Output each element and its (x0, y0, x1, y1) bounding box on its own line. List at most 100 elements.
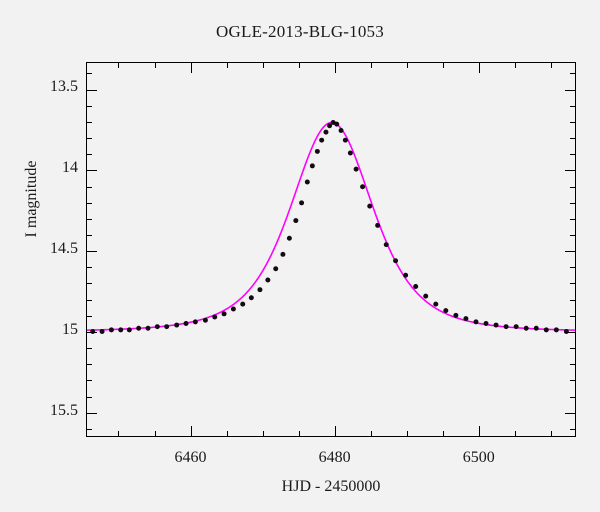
x-minor-tick (406, 431, 408, 437)
data-point (293, 218, 299, 224)
y-minor-tick (570, 380, 576, 382)
x-minor-tick (370, 431, 372, 437)
y-minor-tick (86, 267, 92, 269)
x-minor-tick (550, 431, 552, 437)
data-point (513, 324, 519, 330)
x-axis-ticks-bottom (86, 62, 576, 437)
x-minor-tick (514, 62, 516, 68)
y-minor-tick (86, 154, 92, 156)
y-minor-tick (86, 202, 92, 204)
y-minor-tick (570, 283, 576, 285)
y-tick-label: 15 (62, 320, 78, 338)
data-point (413, 283, 419, 289)
y-minor-tick (86, 235, 92, 236)
x-minor-tick (406, 62, 408, 68)
data-point (453, 312, 459, 318)
y-minor-tick (86, 428, 92, 430)
y-minor-tick (570, 299, 576, 301)
data-point (192, 319, 198, 325)
x-minor-tick (262, 431, 264, 437)
y-minor-tick (86, 138, 92, 139)
y-minor-tick (570, 348, 576, 350)
y-major-tick (86, 251, 97, 253)
data-point (273, 266, 279, 272)
y-minor-tick (86, 364, 92, 366)
y-minor-tick (86, 283, 92, 285)
x-tick-label: 6460 (174, 449, 207, 466)
y-tick-label: 13.5 (50, 78, 78, 96)
x-minor-tick (118, 431, 120, 437)
x-major-tick (478, 62, 480, 73)
y-minor-tick (570, 267, 576, 269)
y-minor-tick (570, 364, 576, 366)
y-axis-ticks-right (86, 62, 576, 437)
y-minor-tick (570, 154, 576, 156)
x-minor-tick (442, 431, 444, 437)
data-point (375, 222, 381, 228)
x-tick-label: 6500 (462, 449, 495, 466)
data-point (338, 128, 344, 134)
y-minor-tick (570, 235, 576, 236)
data-point (99, 329, 105, 334)
y-major-tick (86, 412, 97, 414)
data-point (221, 311, 227, 317)
y-tick-label: 14.5 (50, 240, 78, 258)
data-point (323, 129, 329, 135)
data-point (314, 148, 320, 154)
y-minor-tick (86, 121, 92, 123)
x-major-tick (190, 426, 192, 437)
data-point (265, 277, 271, 283)
data-point (327, 123, 333, 129)
y-major-tick (565, 251, 576, 253)
y-major-tick (565, 170, 576, 172)
y-minor-tick (86, 315, 92, 317)
x-axis-ticks-top (86, 62, 576, 437)
x-minor-tick (550, 62, 552, 68)
y-minor-tick (570, 73, 576, 75)
data-point (523, 325, 529, 331)
data-point (230, 306, 236, 312)
data-point (299, 200, 305, 206)
x-major-tick (334, 426, 336, 437)
data-point (334, 121, 340, 127)
y-major-tick (565, 331, 576, 333)
data-point (183, 320, 189, 326)
data-point (202, 317, 208, 323)
data-point (118, 327, 124, 333)
y-tick-label: 15.5 (50, 401, 78, 419)
y-axis-ticks-left (86, 62, 576, 437)
y-minor-tick (570, 315, 576, 317)
data-point (309, 163, 315, 169)
y-minor-tick (86, 105, 92, 107)
x-major-tick (190, 62, 192, 73)
data-point (108, 327, 114, 333)
data-point (473, 319, 479, 325)
data-point (164, 324, 170, 330)
x-minor-tick (262, 62, 264, 68)
y-major-tick (565, 89, 576, 91)
y-minor-tick (570, 121, 576, 123)
data-point (212, 314, 218, 320)
y-minor-tick (86, 186, 92, 188)
data-point (347, 150, 353, 156)
data-point (353, 166, 359, 172)
data-point (393, 258, 399, 264)
x-minor-tick (154, 431, 156, 437)
data-point (360, 184, 366, 190)
y-minor-tick (570, 138, 576, 139)
data-point (553, 327, 559, 333)
y-minor-tick (570, 186, 576, 188)
data-point (286, 235, 292, 241)
x-tick-label: 6480 (318, 449, 351, 466)
data-point (248, 295, 254, 301)
x-major-tick (334, 62, 336, 73)
x-major-tick (478, 426, 480, 437)
y-major-tick (86, 89, 97, 91)
x-minor-tick (298, 62, 300, 68)
data-point (533, 325, 539, 331)
data-point (145, 325, 151, 331)
data-point (280, 251, 286, 257)
y-minor-tick (570, 218, 576, 220)
data-point (403, 272, 409, 278)
